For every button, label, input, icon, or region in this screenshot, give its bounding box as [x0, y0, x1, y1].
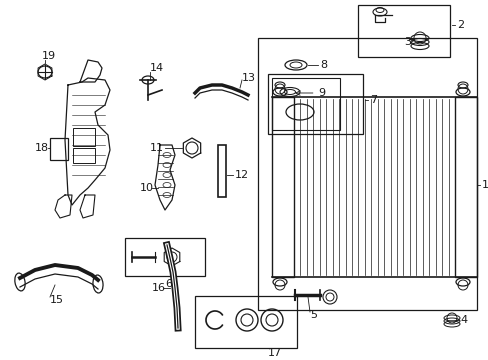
Text: 5: 5: [309, 310, 316, 320]
Bar: [454, 97, 476, 277]
Text: 4: 4: [459, 315, 466, 325]
Text: 17: 17: [267, 348, 282, 358]
Text: 7: 7: [369, 95, 376, 105]
Text: 11: 11: [150, 143, 163, 153]
Text: 1: 1: [481, 180, 488, 190]
Bar: [195, 296, 296, 348]
Bar: [357, 5, 449, 57]
Text: 6: 6: [164, 279, 172, 289]
Text: 14: 14: [150, 63, 164, 73]
Bar: [73, 128, 95, 146]
Bar: [125, 238, 204, 276]
Bar: [50, 138, 68, 160]
Text: 2: 2: [456, 20, 463, 30]
Text: 9: 9: [295, 88, 325, 98]
Text: 8: 8: [319, 60, 326, 70]
Text: 3: 3: [404, 37, 413, 47]
Text: 18: 18: [35, 143, 49, 153]
Bar: [271, 97, 293, 277]
Text: 19: 19: [42, 51, 56, 61]
Text: 10: 10: [140, 183, 154, 193]
Text: 12: 12: [235, 170, 248, 180]
Text: 16: 16: [152, 283, 165, 293]
Text: 15: 15: [50, 295, 64, 305]
Bar: [258, 38, 476, 310]
Bar: [218, 145, 225, 197]
Bar: [271, 78, 339, 130]
Text: 13: 13: [242, 73, 256, 83]
Bar: [267, 74, 362, 134]
Bar: [73, 148, 95, 163]
